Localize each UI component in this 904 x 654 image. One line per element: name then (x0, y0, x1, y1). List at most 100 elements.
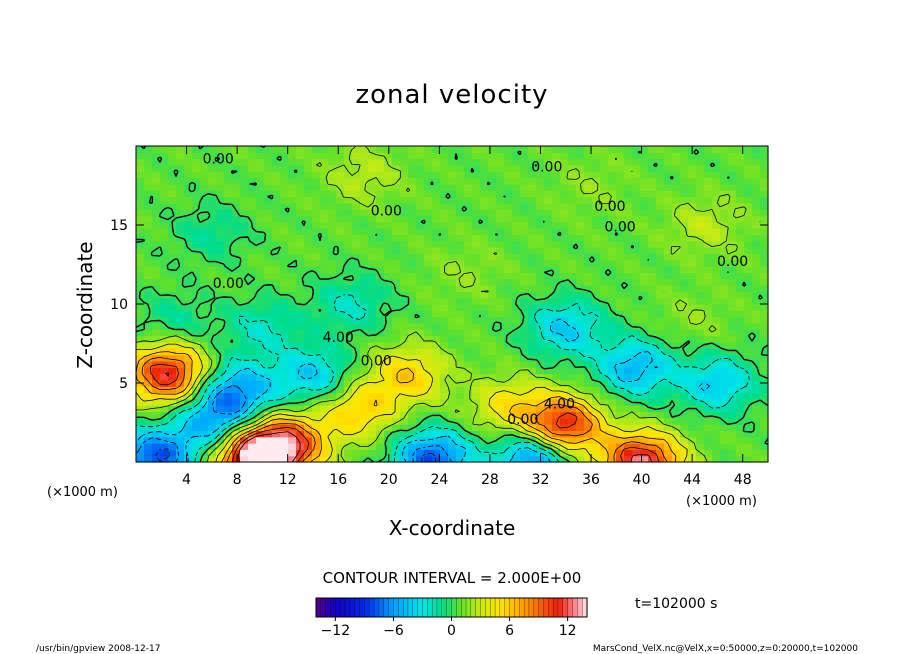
field-cell (168, 405, 177, 413)
field-cell (264, 221, 273, 229)
field-cell (256, 202, 265, 210)
field-cell (288, 354, 297, 362)
field-cell (616, 146, 625, 153)
field-cell (592, 202, 601, 210)
field-cell (712, 373, 721, 381)
field-cell (632, 367, 641, 375)
field-cell (720, 183, 729, 191)
field-cell (592, 177, 601, 185)
field-cell (416, 297, 425, 305)
field-cell (656, 411, 665, 419)
field-cell (216, 171, 225, 179)
field-cell (640, 322, 649, 330)
field-cell (672, 424, 681, 431)
field-cell (368, 329, 377, 337)
field-cell (504, 354, 513, 362)
field-cell (208, 310, 217, 318)
field-cell (408, 228, 417, 236)
footer-right: MarsCond_VelX.nc@VelX,x=0:50000,z=0:2000… (593, 644, 858, 654)
field-cell (400, 398, 409, 406)
field-cell (592, 278, 601, 286)
field-cell (360, 253, 369, 261)
field-cell (576, 146, 585, 153)
field-cell (680, 221, 689, 229)
field-cell (632, 405, 641, 413)
field-cell (528, 183, 537, 191)
field-cell (208, 341, 217, 349)
field-cell (536, 386, 545, 394)
field-cell (376, 297, 385, 305)
field-cell (760, 152, 769, 160)
field-cell (240, 455, 249, 463)
field-cell (176, 436, 185, 444)
field-cell (392, 335, 401, 343)
field-cell (752, 146, 761, 153)
field-cell (744, 449, 753, 457)
field-cell (472, 392, 481, 400)
field-cell (648, 335, 657, 343)
field-cell (672, 202, 681, 210)
field-cell (688, 354, 697, 362)
field-cell (616, 158, 625, 166)
field-cell (168, 171, 177, 179)
field-cell (416, 329, 425, 337)
field-cell (216, 209, 225, 217)
field-cell (688, 272, 697, 280)
field-cell (624, 367, 633, 375)
field-cell (712, 367, 721, 375)
field-cell (624, 436, 633, 444)
field-cell (720, 177, 729, 185)
field-cell (432, 341, 441, 349)
field-cell (512, 158, 521, 166)
field-cell (320, 392, 329, 400)
field-cell (328, 455, 337, 463)
field-cell (528, 171, 537, 179)
field-cell (264, 335, 273, 343)
field-cell (640, 354, 649, 362)
field-cell (672, 215, 681, 223)
field-cell (616, 329, 625, 337)
field-cell (544, 329, 553, 337)
field-cell (176, 266, 185, 273)
field-cell (424, 291, 433, 299)
field-cell (624, 259, 633, 267)
field-cell (304, 285, 313, 292)
field-cell (344, 398, 353, 406)
field-cell (672, 329, 681, 337)
field-cell (408, 304, 417, 311)
field-cell (264, 297, 273, 305)
field-cell (168, 278, 177, 286)
field-cell (168, 310, 177, 318)
field-cell (720, 360, 729, 368)
field-cell (632, 360, 641, 368)
field-cell (544, 196, 553, 204)
field-cell (600, 310, 609, 318)
field-cell (456, 335, 465, 343)
field-cell (624, 253, 633, 261)
field-cell (424, 367, 433, 375)
contour-label: 0.00 (361, 354, 392, 370)
field-cell (208, 221, 217, 229)
field-cell (312, 183, 321, 191)
field-cell (560, 367, 569, 375)
field-cell (376, 228, 385, 236)
field-cell (368, 253, 377, 261)
field-cell (752, 411, 761, 419)
field-cell (416, 234, 425, 242)
field-cell (448, 183, 457, 191)
field-cell (456, 196, 465, 204)
field-cell (352, 177, 361, 185)
field-cell (672, 430, 681, 438)
field-cell (544, 335, 553, 343)
field-cell (520, 266, 529, 273)
field-cell (272, 341, 281, 349)
field-cell (224, 443, 233, 450)
field-cell (608, 329, 617, 337)
field-cell (320, 253, 329, 261)
field-cell (568, 367, 577, 375)
field-cell (464, 443, 473, 450)
field-cell (288, 304, 297, 311)
field-cell (632, 430, 641, 438)
field-cell (616, 240, 625, 248)
field-cell (344, 247, 353, 255)
